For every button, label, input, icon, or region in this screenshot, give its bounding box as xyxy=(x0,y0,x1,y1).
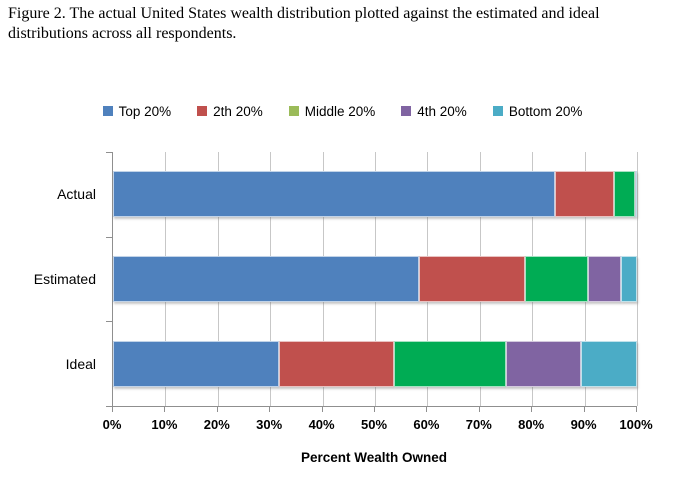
legend-swatch-icon xyxy=(102,106,113,116)
legend-label: Middle 20% xyxy=(304,103,376,119)
x-axis-tick xyxy=(216,406,218,412)
legend-swatch-icon xyxy=(401,106,412,116)
legend-item-middle-20: Middle 20% xyxy=(288,103,376,119)
figure-caption: Figure 2. The actual United States wealt… xyxy=(8,5,600,42)
x-axis-tick xyxy=(374,406,375,412)
x-tick-label-50: 50% xyxy=(360,417,388,432)
gridline-100 xyxy=(637,152,638,406)
bar-segment-actual-top-20 xyxy=(113,171,556,218)
x-axis-tick xyxy=(636,406,637,412)
category-label-actual: Actual xyxy=(57,186,96,203)
x-axis-tick xyxy=(531,406,533,412)
x-axis-title: Percent Wealth Owned xyxy=(300,450,448,465)
y-axis-tick xyxy=(106,321,112,323)
bar-segment-actual-middle-20 xyxy=(614,171,636,218)
legend-item-top-20: Top 20% xyxy=(102,103,172,119)
x-tick-label-100: 100% xyxy=(619,417,653,432)
x-tick-label-40: 40% xyxy=(308,417,335,432)
x-axis-tick xyxy=(583,406,585,412)
legend-swatch-icon xyxy=(492,106,503,116)
x-tick-label-10: 10% xyxy=(151,417,178,432)
x-axis-tick xyxy=(112,406,113,412)
bar-segment-actual-bottom-20 xyxy=(636,171,637,218)
bar-segment-estimated-middle-20 xyxy=(524,256,589,302)
chart-legend: Top 20% 2th 20% Middle 20% 4th 20% Bottom 20… xyxy=(0,100,685,122)
category-axis-labels: Actual Estimated Ideal xyxy=(0,152,104,406)
bar-segment-estimated-bottom-20 xyxy=(620,256,637,302)
y-axis-tick xyxy=(106,236,112,238)
x-tick-label-0: 0% xyxy=(102,417,122,432)
bar-row-ideal xyxy=(113,340,637,387)
legend-swatch-icon xyxy=(288,106,299,116)
x-axis-tick xyxy=(478,406,480,412)
x-tick-label-20: 20% xyxy=(203,417,230,432)
legend-label: 4th 20% xyxy=(417,103,467,119)
bar-row-actual xyxy=(113,171,637,218)
category-label-ideal: Ideal xyxy=(65,355,96,372)
bar-segment-estimated-top-20 xyxy=(113,256,420,302)
x-axis-tick xyxy=(321,406,323,412)
x-tick-label-30: 30% xyxy=(256,417,283,432)
legend-label: 2th 20% xyxy=(213,103,263,119)
legend-item-4th-20: 4th 20% xyxy=(401,104,467,119)
bar-row-estimated xyxy=(113,256,637,302)
x-axis-tick xyxy=(426,406,428,412)
x-axis-tick xyxy=(164,406,166,412)
y-axis-tick xyxy=(106,406,112,407)
legend-label: Top 20% xyxy=(118,103,172,119)
x-tick-label-90: 90% xyxy=(570,417,597,432)
legend-label: Bottom 20% xyxy=(508,103,583,119)
legend-swatch-icon xyxy=(197,106,208,116)
plot-area xyxy=(106,152,638,412)
x-tick-label-80: 80% xyxy=(518,417,545,432)
bar-segment-ideal-bottom-20 xyxy=(580,340,637,387)
category-label-estimated: Estimated xyxy=(33,270,96,287)
bar-segment-ideal-2th-20 xyxy=(278,340,395,387)
bar-segment-ideal-4th-20 xyxy=(505,340,581,387)
bar-segment-ideal-top-20 xyxy=(113,340,279,387)
bar-segment-estimated-2th-20 xyxy=(419,256,525,302)
legend-item-2th-20: 2th 20% xyxy=(197,104,263,119)
bar-segment-ideal-middle-20 xyxy=(394,340,506,387)
bar-segment-estimated-4th-20 xyxy=(588,256,621,302)
x-tick-label-70: 70% xyxy=(465,417,492,432)
bar-segment-actual-4th-20 xyxy=(635,171,637,218)
x-axis-tick xyxy=(269,406,271,412)
bar-segment-actual-2th-20 xyxy=(555,171,615,218)
x-axis-tick-labels: 0% 10% 20% 30% 40% 50% 60% 70% 80% 90% 100% xyxy=(103,417,653,433)
legend-item-bottom-20: Bottom 20% xyxy=(492,103,583,119)
x-tick-label-60: 60% xyxy=(413,417,440,432)
y-axis-tick xyxy=(106,152,112,153)
